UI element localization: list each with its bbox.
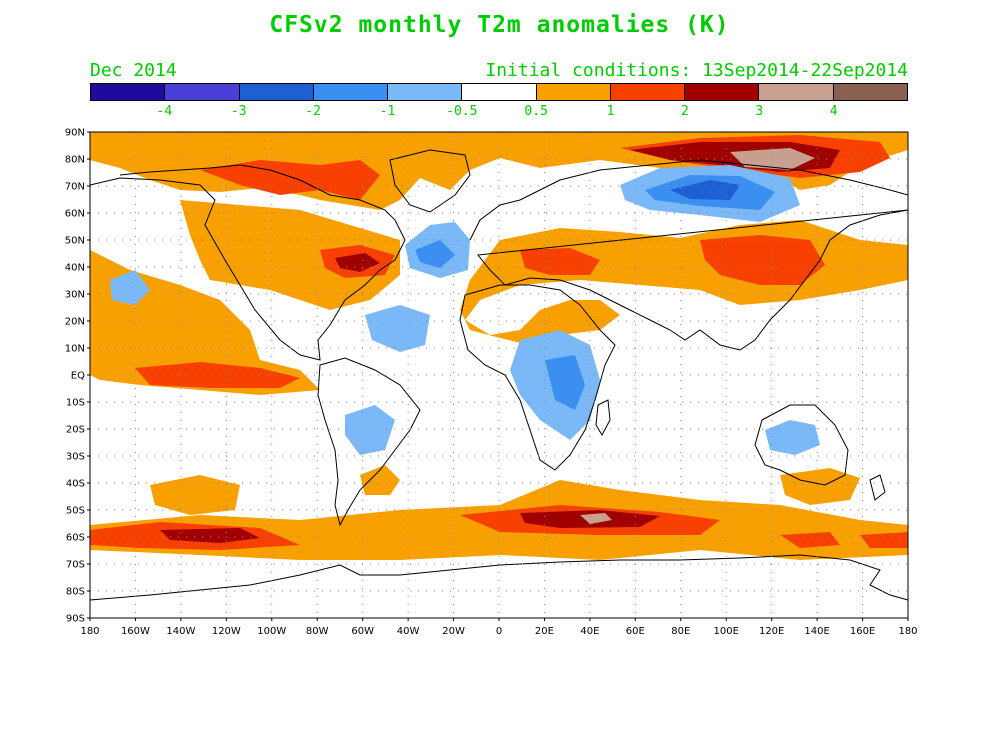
colorbar-label: 3 <box>755 104 764 119</box>
anomaly-namerica-warm <box>180 200 400 310</box>
longitude-tick-label: 160W <box>121 626 150 637</box>
latitude-tick-label: 80S <box>66 587 85 598</box>
latitude-tick-label: EQ <box>71 371 85 382</box>
anomaly-russia-cold-center <box>670 180 740 200</box>
colorbar-swatch <box>388 84 463 100</box>
colorbar-swatch <box>759 84 834 100</box>
anomaly-epacific-warm <box>90 250 320 395</box>
colorbar-label: -0.5 <box>446 104 478 119</box>
coast-north-america <box>90 164 406 361</box>
longitude-tick-label: 40W <box>397 626 420 637</box>
anomaly-siberia-peak <box>730 148 815 170</box>
anomaly-southern-ocean-red <box>90 505 908 550</box>
colorbar-label: -1 <box>379 104 396 119</box>
latitude-tick-label: 20S <box>66 425 85 436</box>
coast-new-zealand <box>869 474 886 501</box>
latitude-tick-label: 50N <box>65 236 85 247</box>
longitude-tick-label: 180 <box>80 626 99 637</box>
anomaly-southern-ocean-peak <box>580 513 612 524</box>
latitude-tick-label: 90S <box>66 614 85 625</box>
anomaly-eurasia-red <box>520 248 600 275</box>
colorbar-swatch <box>685 84 760 100</box>
colorbar-swatch <box>91 84 166 100</box>
latitude-tick-label: 40N <box>65 263 85 274</box>
longitude-tick-label: 20E <box>535 626 554 637</box>
coast-greenland <box>389 149 471 213</box>
latitude-tick-label: 60S <box>66 533 85 544</box>
latitude-tick-label: 70N <box>65 182 85 193</box>
colorbar-swatch <box>313 84 389 100</box>
coast-africa <box>459 284 616 471</box>
colorbar-label: 2 <box>680 104 689 119</box>
colorbar <box>90 83 908 101</box>
map-title: CFSv2 monthly T2m anomalies (K) <box>269 12 730 38</box>
anomaly-arctic-red <box>200 160 380 200</box>
colorbar-swatch <box>462 84 537 100</box>
latitude-tick-label: 80N <box>65 155 85 166</box>
latitude-tick-label: 90N <box>65 128 85 139</box>
longitude-tick-label: 60W <box>351 626 374 637</box>
latitude-tick-label: 30N <box>65 290 85 301</box>
longitude-tick-label: 80W <box>306 626 329 637</box>
longitude-tick-label: 140E <box>804 626 829 637</box>
anomaly-natlantic-cold-core <box>415 240 455 268</box>
longitude-tick-label: 80E <box>671 626 690 637</box>
anomaly-china-red <box>700 235 825 285</box>
anomaly-southern-ocean-darkred <box>160 510 660 543</box>
colorbar-label: -4 <box>156 104 173 119</box>
colorbar-label: 4 <box>829 104 838 119</box>
latitude-tick-label: 30S <box>66 452 85 463</box>
colorbar-label: -2 <box>305 104 321 119</box>
colorbar-labels: -4 -3 -2 -1 -0.5 0.5 1 2 3 4 <box>90 104 908 120</box>
colorbar-swatch <box>165 84 240 100</box>
anomaly-samerica-warm <box>360 465 400 495</box>
latitude-tick-label: 60N <box>65 209 85 220</box>
longitude-tick-label: 20W <box>442 626 465 637</box>
longitude-tick-label: 100W <box>257 626 286 637</box>
anomaly-samerica-cold <box>345 405 395 455</box>
coast-australia <box>754 404 849 486</box>
longitude-tick-label: 180 <box>898 626 917 637</box>
longitude-tick-label: 60E <box>626 626 645 637</box>
longitude-tick-label: 100E <box>714 626 739 637</box>
colorbar-label: -3 <box>230 104 247 119</box>
colorbar-swatch <box>833 84 907 100</box>
latitude-tick-label: 70S <box>66 560 85 571</box>
latitude-tick-label: 10S <box>66 398 85 409</box>
longitude-tick-label: 0 <box>496 626 502 637</box>
longitude-tick-label: 40E <box>580 626 599 637</box>
latitude-labels: 90N 80N 70N 60N 50N 40N 30N 20N 10N EQ 10S 20S 30S 40… <box>65 128 90 625</box>
longitude-labels: 180 160W 140W 120W 100W 80W 60W 40W 20W 0 20E 40E 60… <box>80 618 918 637</box>
anomaly-epacific-red <box>135 362 300 388</box>
coast-eurasia <box>469 159 908 351</box>
grid-lines <box>90 132 908 618</box>
colorbar-swatch <box>610 84 686 100</box>
latitude-tick-label: 50S <box>66 506 85 517</box>
latitude-tick-label: 40S <box>66 479 85 490</box>
latitude-tick-label: 10N <box>65 344 85 355</box>
colorbar-swatch <box>239 84 314 100</box>
longitude-tick-label: 160E <box>850 626 875 637</box>
colorbar-label: 1 <box>606 104 615 119</box>
initial-conditions: Initial conditions: 13Sep2014-22Sep2014 <box>485 60 908 81</box>
anomaly-africa-cold-core <box>545 355 585 410</box>
longitude-tick-label: 140W <box>166 626 195 637</box>
colorbar-label: 0.5 <box>524 104 548 119</box>
coast-south-america <box>317 357 421 527</box>
coast-madagascar <box>595 399 611 437</box>
colorbar-swatch <box>536 84 611 100</box>
longitude-tick-label: 120E <box>759 626 784 637</box>
valid-month: Dec 2014 <box>90 60 177 81</box>
latitude-tick-label: 20N <box>65 317 85 328</box>
anomaly-npacific-cold <box>110 270 150 305</box>
anomaly-spacific-warm <box>150 475 240 515</box>
anomaly-satlantic-cold <box>365 305 430 352</box>
longitude-tick-label: 120W <box>212 626 241 637</box>
